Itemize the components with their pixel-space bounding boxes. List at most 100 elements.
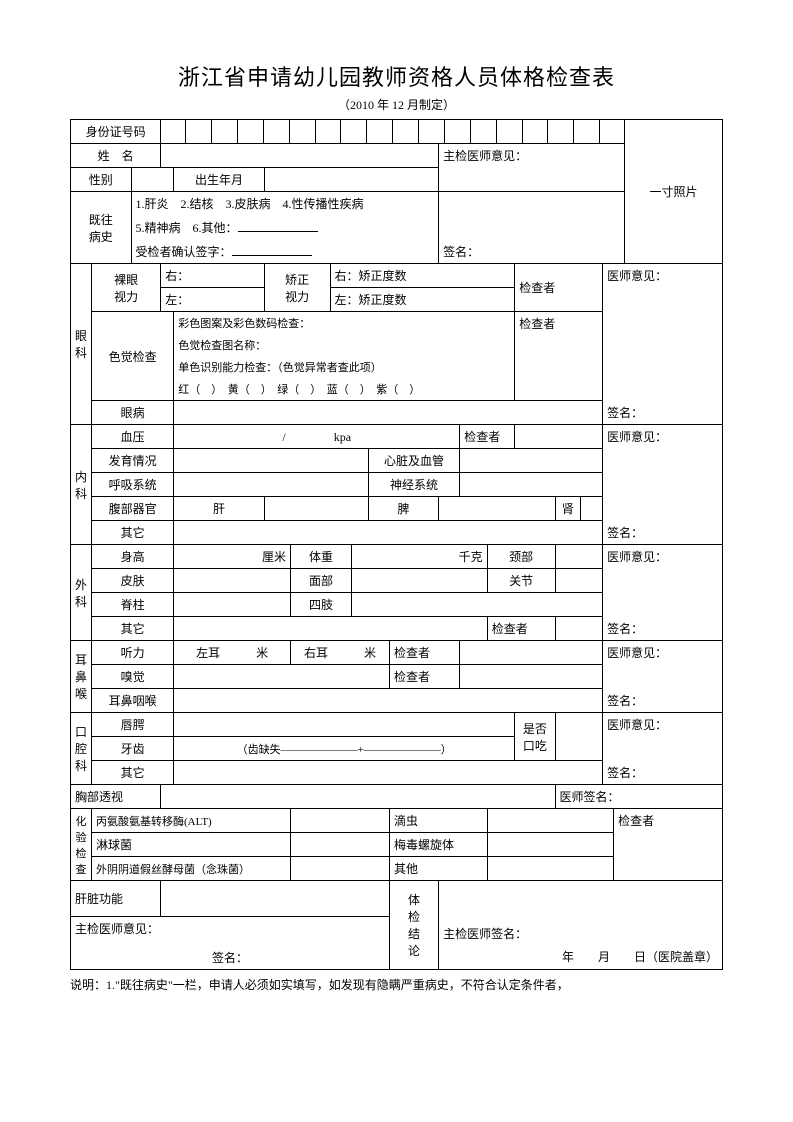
field-spine[interactable]: [174, 593, 291, 617]
label-face: 面部: [291, 569, 352, 593]
field-eye-disease[interactable]: [174, 401, 603, 425]
id-cell[interactable]: [548, 120, 574, 143]
ent-examiner1-field[interactable]: [460, 641, 603, 665]
history-confirm: 受检者确认签字：: [131, 239, 439, 264]
field-limbs[interactable]: [352, 593, 603, 617]
surgery-examiner-field[interactable]: [555, 617, 603, 641]
id-cell[interactable]: [419, 120, 445, 143]
id-cell[interactable]: [367, 120, 393, 143]
page-title: 浙江省申请幼儿园教师资格人员体格检查表: [70, 60, 723, 92]
id-cell[interactable]: [161, 120, 185, 143]
label-heart: 心脏及血管: [368, 449, 460, 473]
id-cell[interactable]: [496, 120, 522, 143]
naked-right[interactable]: 右：: [161, 264, 265, 288]
id-cell[interactable]: [289, 120, 315, 143]
field-stutter[interactable]: [555, 713, 603, 761]
ent-examiner2-field[interactable]: [460, 665, 603, 689]
field-teeth[interactable]: （齿缺失———————+———————）: [174, 737, 515, 761]
id-cell[interactable]: [444, 120, 470, 143]
label-eye-disease: 眼病: [92, 401, 174, 425]
id-cell[interactable]: [237, 120, 263, 143]
internal-examiner-field[interactable]: [515, 425, 603, 449]
field-other-internal[interactable]: [174, 521, 603, 545]
label-birth: 出生年月: [174, 168, 265, 192]
label-bp: 血压: [92, 425, 174, 449]
field-alt[interactable]: [291, 809, 390, 833]
label-abdomen: 腹部器官: [92, 497, 174, 521]
footnote: 说明：1."既往病史"一栏，申请人必须如实填写，如发现有隐瞒严重病史，不符合认定…: [70, 976, 723, 994]
field-name[interactable]: [161, 144, 439, 168]
label-limbs: 四肢: [291, 593, 352, 617]
field-nervous[interactable]: [460, 473, 603, 497]
ent-examiner2: 检查者: [389, 665, 459, 689]
label-name: 姓 名: [71, 144, 161, 168]
field-development[interactable]: [174, 449, 369, 473]
label-hearing: 听力: [92, 641, 174, 665]
field-right-ear[interactable]: 右耳 米: [291, 641, 390, 665]
corrected-left[interactable]: 左：矫正度数: [330, 288, 515, 312]
photo-area: 一寸照片: [625, 120, 723, 264]
id-cell[interactable]: [522, 120, 548, 143]
field-syphilis[interactable]: [487, 833, 613, 857]
label-conclusion: 体 检 结 论: [389, 881, 438, 970]
label-gonococcus: 淋球菌: [92, 833, 291, 857]
field-chest-xray[interactable]: [161, 785, 555, 809]
id-cell[interactable]: [470, 120, 496, 143]
field-joint[interactable]: [555, 569, 603, 593]
field-other-oral[interactable]: [174, 761, 603, 785]
label-neck: 颈部: [487, 545, 555, 569]
field-liver[interactable]: [264, 497, 368, 521]
field-height[interactable]: 厘米: [174, 545, 291, 569]
field-lips[interactable]: [174, 713, 515, 737]
id-cell[interactable]: [600, 120, 624, 143]
id-cell[interactable]: [212, 120, 238, 143]
conclusion-area: 主检医师签名： 年 月 日（医院盖章）: [439, 881, 723, 970]
field-spleen[interactable]: [439, 497, 555, 521]
label-alt: 丙氨酸氨基转移酶(ALT): [92, 809, 291, 833]
field-other-surgery[interactable]: [174, 617, 487, 641]
field-face[interactable]: [352, 569, 488, 593]
label-ent: 耳鼻咽喉: [92, 689, 174, 713]
history-items2: 5.精神病 6.其他：: [131, 215, 439, 239]
field-heart[interactable]: [460, 449, 603, 473]
id-cell[interactable]: [263, 120, 289, 143]
field-gender[interactable]: [131, 168, 174, 192]
label-gender: 性别: [71, 168, 132, 192]
id-cell[interactable]: [341, 120, 367, 143]
label-chest-xray: 胸部透视: [71, 785, 161, 809]
field-gonococcus[interactable]: [291, 833, 390, 857]
field-respiratory[interactable]: [174, 473, 369, 497]
label-other-internal: 其它: [92, 521, 174, 545]
corrected-right[interactable]: 右：矫正度数: [330, 264, 515, 288]
field-ent[interactable]: [174, 689, 603, 713]
naked-left[interactable]: 左：: [161, 288, 265, 312]
field-left-ear[interactable]: 左耳 米: [174, 641, 291, 665]
id-cell[interactable]: [393, 120, 419, 143]
field-kidney[interactable]: [581, 497, 603, 521]
field-liver-func[interactable]: [161, 881, 390, 917]
field-smell[interactable]: [174, 665, 390, 689]
id-cell[interactable]: [186, 120, 212, 143]
field-candida[interactable]: [291, 857, 390, 881]
id-cell[interactable]: [315, 120, 341, 143]
section-surgery: 外 科: [71, 545, 92, 641]
history-other-line[interactable]: [238, 218, 318, 232]
field-birth[interactable]: [264, 168, 438, 192]
id-cells: [161, 120, 625, 144]
field-bp[interactable]: / kpa: [174, 425, 460, 449]
label-skin: 皮肤: [92, 569, 174, 593]
id-cell[interactable]: [574, 120, 600, 143]
chest-doctor-sign: 医师签名：: [555, 785, 723, 809]
field-neck[interactable]: [555, 545, 603, 569]
field-weight[interactable]: 千克: [352, 545, 488, 569]
history-items1: 1.肝炎 2.结核 3.皮肤病 4.性传播性疾病: [131, 192, 439, 216]
color-line3: 单色识别能力检查：（色觉异常者查此项）: [174, 356, 515, 378]
color-line1: 彩色图案及彩色数码检查：: [174, 312, 515, 335]
field-skin[interactable]: [174, 569, 291, 593]
history-confirm-line[interactable]: [232, 242, 312, 256]
eye-sign: 签名：: [603, 401, 723, 425]
field-other-lab[interactable]: [487, 857, 613, 881]
chief-sign: 主检医师签名：: [443, 925, 718, 942]
eye-examiner2: 检查者: [515, 312, 603, 401]
field-trichomonas[interactable]: [487, 809, 613, 833]
